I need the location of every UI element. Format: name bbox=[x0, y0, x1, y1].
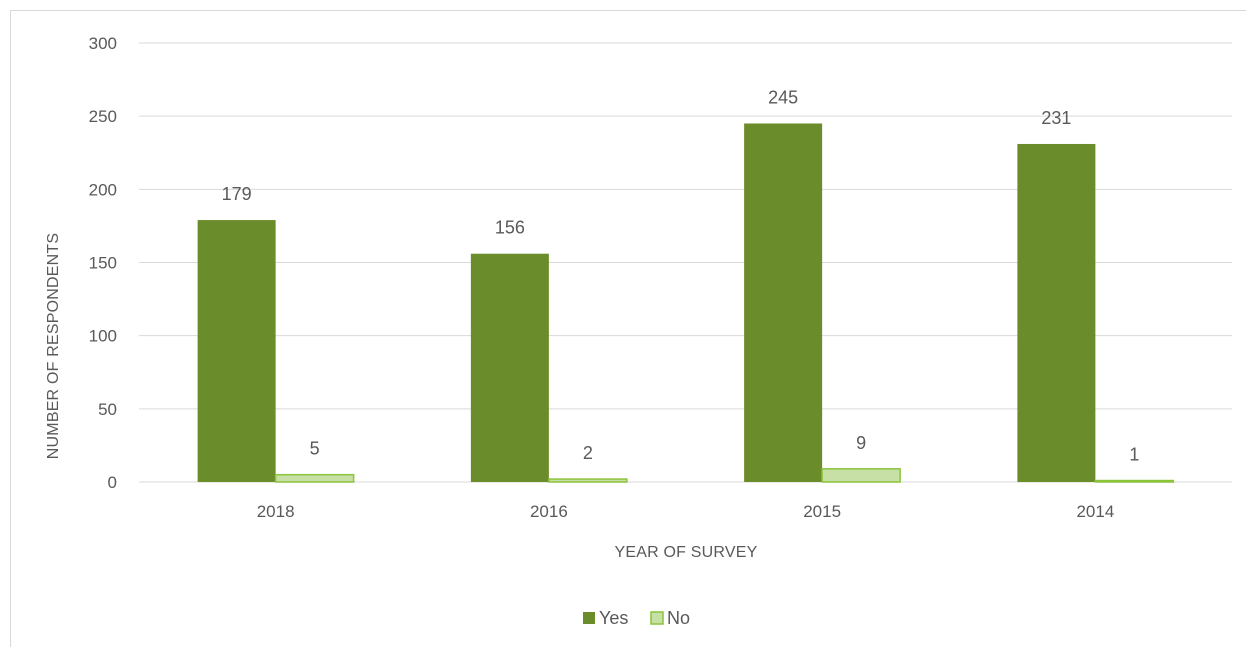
data-label-no-2015: 9 bbox=[856, 433, 866, 453]
legend: Yes No bbox=[583, 608, 690, 628]
y-tick-label: 200 bbox=[89, 180, 117, 199]
y-tick-label: 150 bbox=[89, 254, 117, 273]
data-labels: 179 5 156 2 245 9 231 1 bbox=[222, 87, 1140, 464]
data-label-no-2018: 5 bbox=[310, 439, 320, 459]
data-label-yes-2014: 231 bbox=[1041, 108, 1071, 128]
y-tick-label: 50 bbox=[98, 400, 117, 419]
x-tick-label: 2018 bbox=[257, 502, 295, 521]
bar-yes-2016 bbox=[470, 253, 549, 482]
data-label-no-2016: 2 bbox=[583, 443, 593, 463]
bar-yes-2014 bbox=[1017, 143, 1096, 482]
y-tick-label: 0 bbox=[108, 473, 117, 492]
x-tick-label: 2014 bbox=[1076, 502, 1114, 521]
x-tick-label: 2015 bbox=[803, 502, 841, 521]
y-tick-label: 300 bbox=[89, 34, 117, 53]
y-axis-title: NUMBER OF RESPONDENTS bbox=[45, 233, 62, 459]
data-label-no-2014: 1 bbox=[1129, 445, 1139, 465]
x-axis-title: YEAR OF SURVEY bbox=[615, 544, 758, 561]
data-label-yes-2018: 179 bbox=[222, 184, 252, 204]
bar-no-2016 bbox=[548, 478, 628, 483]
legend-swatch-yes bbox=[583, 612, 595, 624]
bar-no-2015 bbox=[821, 468, 901, 483]
bar-yes-2018 bbox=[197, 220, 276, 482]
bars bbox=[197, 123, 1175, 483]
bar-no-2018 bbox=[274, 473, 355, 483]
y-axis-ticks: 0 50 100 150 200 250 300 bbox=[89, 34, 117, 492]
y-tick-label: 100 bbox=[89, 327, 117, 346]
y-tick-label: 250 bbox=[89, 107, 117, 126]
x-tick-label: 2016 bbox=[530, 502, 568, 521]
data-label-yes-2016: 156 bbox=[495, 218, 525, 238]
x-axis-ticks: 2018 2016 2015 2014 bbox=[257, 502, 1115, 521]
bar-yes-2015 bbox=[744, 123, 823, 482]
legend-label-no: No bbox=[667, 608, 690, 628]
data-label-yes-2015: 245 bbox=[768, 87, 798, 107]
chart-frame bbox=[10, 10, 1246, 647]
legend-swatch-no bbox=[650, 611, 664, 625]
legend-label-yes: Yes bbox=[599, 608, 628, 628]
bar-no-2014 bbox=[1094, 479, 1175, 483]
